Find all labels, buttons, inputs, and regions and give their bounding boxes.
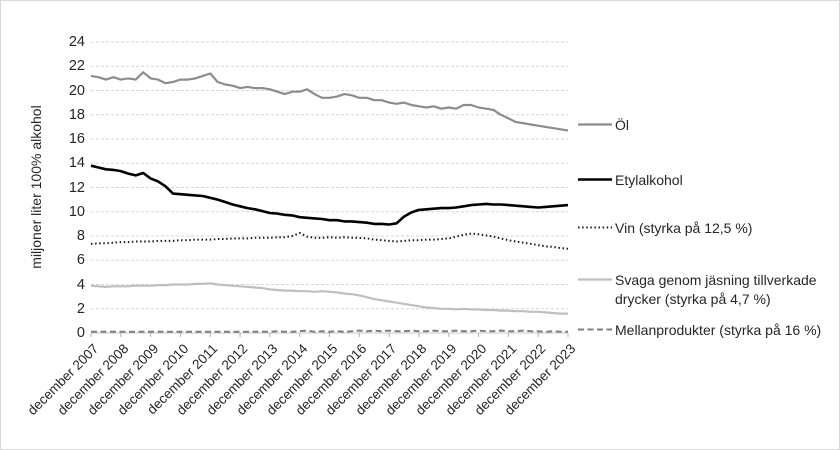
y-tick-label: 22 bbox=[68, 58, 85, 75]
series-line-vin bbox=[90, 232, 569, 250]
legend-label: Vin (styrka på 12,5 %) bbox=[615, 220, 753, 236]
legend-swatch-svaga-drycker-line bbox=[578, 278, 612, 281]
legend-swatch-etylalkohol-line bbox=[578, 178, 612, 181]
y-tick-label: 6 bbox=[76, 252, 85, 269]
y-tick-label: 10 bbox=[68, 203, 85, 220]
y-tick-label: 0 bbox=[76, 325, 85, 341]
y-axis-title: miljoner liter 100% alkohol bbox=[28, 105, 44, 269]
series-line-mellanprodukter bbox=[91, 329, 568, 333]
y-tick-label: 16 bbox=[68, 131, 85, 147]
y-tick-label: 18 bbox=[68, 106, 85, 123]
legend-swatch-mellanprodukter-line bbox=[578, 328, 612, 331]
y-tick-label: 12 bbox=[68, 179, 85, 196]
series-line-etylalkohol bbox=[90, 164, 569, 226]
legend-swatch-vin-line bbox=[578, 226, 612, 229]
legend-swatch-ol-line bbox=[578, 123, 612, 126]
y-tick-label: 20 bbox=[68, 82, 85, 99]
y-tick-label: 14 bbox=[68, 155, 85, 172]
series-line-ol bbox=[90, 71, 569, 132]
y-tick-label: 4 bbox=[76, 276, 85, 293]
legend-label: Etylalkohol bbox=[615, 172, 683, 188]
y-tick-label: 2 bbox=[76, 300, 85, 317]
legend-label: Mellanprodukter (styrka på 16 %) bbox=[615, 322, 822, 338]
y-tick-label: 8 bbox=[76, 228, 85, 244]
y-tick-label: 24 bbox=[68, 34, 85, 50]
series-line-svaga-drycker bbox=[90, 282, 568, 315]
legend-label: Öl bbox=[615, 117, 629, 133]
legend-label: Svaga genom jäsning tillverkade drycker … bbox=[615, 272, 817, 307]
